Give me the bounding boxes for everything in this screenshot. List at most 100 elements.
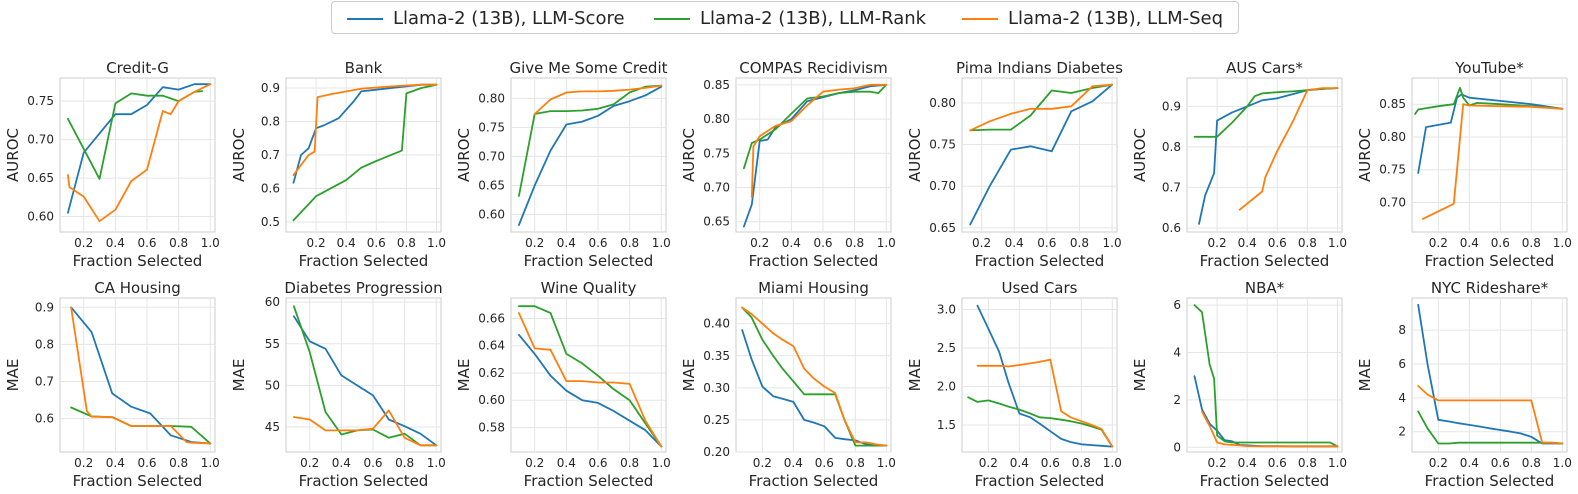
- y-tick-label: 0.7: [1162, 180, 1181, 194]
- series-line-llama-2-13b-llm-seq: [750, 83, 888, 199]
- legend-item-llm-seq: Llama-2 (13B), LLM-Seq: [962, 2, 1223, 35]
- series-line-llama-2-13b-llm-seq: [976, 358, 1114, 448]
- series-line-llama-2-13b-llm-rank: [1417, 410, 1564, 445]
- series-line-llama-2-13b-llm-seq: [1201, 410, 1339, 448]
- x-tick-label: 0.6: [1268, 456, 1287, 470]
- y-axis-label: AUROC: [680, 128, 698, 182]
- x-tick-label: 0.2: [74, 236, 93, 250]
- x-tick-label: 0.6: [588, 236, 607, 250]
- y-axis-label: AUROC: [455, 128, 473, 182]
- subplot-title: Wine Quality: [541, 279, 637, 297]
- x-tick-label: 0.4: [1005, 236, 1024, 250]
- y-tick-label: 0.7: [261, 148, 280, 162]
- y-tick-label: 0.80: [703, 112, 730, 126]
- x-axis-label: Fraction Selected: [1200, 472, 1330, 490]
- x-tick-label: 0.4: [557, 456, 576, 470]
- x-tick-label: 1.0: [427, 236, 446, 250]
- y-tick-label: 55: [265, 337, 280, 351]
- y-tick-label: 0.64: [478, 339, 505, 353]
- subplot-wine-quality: 0.2 0.4 0.6 0.8 1.0 0.58 0.60 0.62 0.64 0.66 Wine …: [455, 279, 671, 490]
- subplot-nba: 0.2 0.4 0.6 0.8 1.0 0 2 4 6 NBA* Fraction Selected…: [1131, 279, 1347, 490]
- y-tick-label: 2: [1398, 425, 1406, 439]
- subplot-pima-indians-diabetes: 0.2 0.4 0.6 0.8 1.0 0.65 0.70 0.75 0.80 Pima Indi…: [906, 59, 1123, 270]
- legend-item-llm-rank: Llama-2 (13B), LLM-Rank: [654, 2, 926, 35]
- x-tick-label: 0.8: [620, 236, 639, 250]
- y-tick-label: 0.62: [478, 366, 505, 380]
- y-axis-label: AUROC: [4, 128, 22, 182]
- y-tick-label: 0.70: [478, 149, 505, 163]
- y-tick-label: 0.70: [929, 179, 956, 193]
- x-tick-label: 0.4: [106, 456, 125, 470]
- legend-swatch-llm-rank: [654, 17, 690, 20]
- legend-label-llm-seq: Llama-2 (13B), LLM-Seq: [1008, 8, 1224, 29]
- y-tick-label: 0.60: [27, 210, 54, 224]
- x-tick-label: 1.0: [201, 236, 220, 250]
- y-tick-label: 2.5: [937, 341, 956, 355]
- x-tick-label: 0.4: [1238, 456, 1257, 470]
- y-tick-label: 0.75: [27, 94, 54, 108]
- series-line-llama-2-13b-llm-score: [67, 83, 212, 214]
- x-tick-label: 0.4: [332, 456, 351, 470]
- x-tick-label: 1.0: [652, 236, 671, 250]
- x-tick-label: 1.0: [1553, 236, 1572, 250]
- x-tick-label: 0.8: [1522, 456, 1541, 470]
- series-line-llama-2-13b-llm-rank: [292, 83, 438, 222]
- series-line-llama-2-13b-llm-score: [976, 304, 1114, 448]
- series-line-llama-2-13b-llm-score: [969, 83, 1113, 226]
- subplot-title: Miami Housing: [758, 279, 869, 297]
- x-axis-label: Fraction Selected: [299, 472, 429, 490]
- x-tick-label: 0.2: [74, 456, 93, 470]
- plot-area: [1186, 77, 1343, 233]
- x-tick-label: 1.0: [652, 456, 671, 470]
- x-tick-label: 0.8: [1072, 456, 1091, 470]
- subplot-title: AUS Cars*: [1226, 59, 1303, 77]
- x-tick-label: 0.4: [782, 236, 801, 250]
- x-tick-label: 0.8: [395, 456, 414, 470]
- subplot-credit-g: 0.2 0.4 0.6 0.8 1.0 0.60 0.65 0.70 0.75 Credit-G F…: [4, 59, 220, 270]
- x-tick-label: 0.6: [815, 456, 834, 470]
- y-tick-label: 3.0: [937, 303, 956, 317]
- y-tick-label: 0.35: [703, 349, 730, 363]
- x-tick-label: 0.8: [1070, 236, 1089, 250]
- y-tick-label: 0.85: [703, 78, 730, 92]
- x-tick-label: 1.0: [1553, 456, 1572, 470]
- subplot-title: CA Housing: [94, 279, 180, 297]
- x-tick-label: 0.2: [1429, 236, 1448, 250]
- y-tick-label: 0.65: [27, 171, 54, 185]
- legend: Llama-2 (13B), LLM-Score Llama-2 (13B), …: [331, 1, 1239, 34]
- subplot-diabetes-progression: 0.2 0.4 0.6 0.8 1.0 45 50 55 60 Diabetes Progress…: [230, 279, 446, 490]
- y-axis-label: AUROC: [906, 128, 924, 182]
- y-tick-label: 6: [1173, 298, 1181, 312]
- x-tick-label: 0.2: [307, 236, 326, 250]
- y-tick-label: 0.8: [261, 115, 280, 129]
- y-tick-label: 0.85: [1379, 97, 1406, 111]
- y-tick-label: 0.20: [703, 445, 730, 459]
- series-line-llama-2-13b-llm-seq: [1238, 87, 1339, 211]
- subplot-miami-housing: 0.2 0.4 0.6 0.8 1.0 0.20 0.25 0.30 0.35 0.40 Miami…: [680, 279, 896, 490]
- x-tick-label: 1.0: [1328, 456, 1347, 470]
- x-tick-label: 0.8: [169, 456, 188, 470]
- subplot-title: NBA*: [1245, 279, 1285, 297]
- series-line-llama-2-13b-llm-seq: [1421, 103, 1564, 220]
- y-tick-label: 0.6: [261, 181, 280, 195]
- y-tick-label: 2: [1173, 393, 1181, 407]
- series-line-llama-2-13b-llm-score: [518, 333, 663, 448]
- x-tick-label: 0.2: [1208, 236, 1227, 250]
- x-axis-label: Fraction Selected: [975, 252, 1105, 270]
- x-tick-label: 1.0: [877, 456, 896, 470]
- subplot-title: Bank: [345, 59, 383, 77]
- x-tick-label: 0.4: [106, 236, 125, 250]
- y-tick-label: 0.65: [929, 221, 956, 235]
- x-axis-label: Fraction Selected: [749, 252, 879, 270]
- x-tick-label: 1.0: [201, 456, 220, 470]
- x-tick-label: 0.2: [750, 236, 769, 250]
- x-tick-label: 0.6: [1268, 236, 1287, 250]
- x-tick-label: 0.6: [1491, 236, 1510, 250]
- y-tick-label: 60: [265, 295, 280, 309]
- y-tick-label: 0.6: [35, 412, 54, 426]
- y-tick-label: 0.60: [478, 208, 505, 222]
- y-axis-label: MAE: [906, 359, 924, 392]
- y-tick-label: 0: [1173, 440, 1181, 454]
- y-tick-label: 0.7: [35, 374, 54, 388]
